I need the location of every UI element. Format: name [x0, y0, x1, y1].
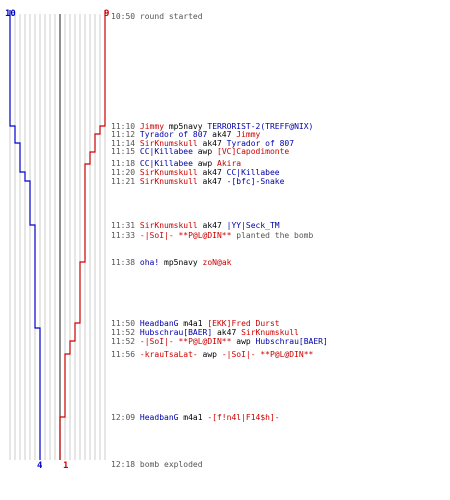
event-time: 11:31 — [111, 221, 136, 230]
event-text-segment: SirKnumskull — [139, 139, 198, 148]
event-time: 11:18 — [111, 159, 136, 168]
event-text-segment: oha! — [139, 258, 160, 267]
event-row: 12:09 HeadbanG m4a1 -[f!n4l|F14$h]- — [111, 413, 280, 422]
event-text-segment: -[f!n4l|F14$h]- — [207, 413, 280, 422]
event-time: 11:20 — [111, 168, 136, 177]
event-text-segment: awp — [197, 350, 222, 359]
event-text-segment: mp5navy — [164, 122, 208, 131]
blue-team-start-count: 10 — [5, 9, 16, 19]
event-text-segment: Akira — [217, 159, 242, 168]
event-text-segment: CC|Killabee — [226, 168, 280, 177]
event-text-segment: awp — [231, 337, 256, 346]
team-step-lines — [9, 10, 106, 460]
event-row: 11:12 Tyrador of 807 ak47 Jimmy — [111, 130, 260, 139]
blue-team-end-count: 4 — [37, 461, 43, 471]
event-text-segment: Tyrador of 807 — [226, 139, 295, 148]
event-text-segment: awp — [192, 159, 217, 168]
event-text-segment: Jimmy — [236, 130, 261, 139]
event-text-segment: zoN@ak — [202, 258, 232, 267]
event-text-segment: planted the bomb — [231, 231, 314, 240]
event-text-segment: ak47 — [197, 221, 227, 230]
event-text-segment: round started — [139, 12, 203, 21]
event-row: 11:52 -|SoI|- **P@L@DIN** awp Hubschrau[… — [111, 337, 328, 346]
event-row: 11:21 SirKnumskull ak47 -[bfc]-Snake — [111, 177, 284, 186]
event-row: 11:50 HeadbanG m4a1 [EKK]Fred Durst — [111, 319, 280, 328]
event-row: 11:33 -|SoI|- **P@L@DIN** planted the bo… — [111, 231, 313, 240]
event-time: 11:56 — [111, 350, 136, 359]
event-row: 11:15 CC|Killabee awp [VC]Capodimonte — [111, 147, 289, 156]
event-text-segment: HeadbanG — [139, 413, 179, 422]
event-row: 11:10 Jimmy mp5navy TERRORIST-2(TREFF@NI… — [111, 122, 313, 131]
red-team-line — [59, 10, 106, 460]
event-time: 11:33 — [111, 231, 136, 240]
event-time: 11:21 — [111, 177, 136, 186]
event-time: 11:12 — [111, 130, 136, 139]
red-team-start-count: 9 — [104, 9, 110, 19]
event-text-segment: ak47 — [197, 139, 227, 148]
event-text-segment: ak47 — [207, 130, 237, 139]
event-time: 10:50 — [111, 12, 136, 21]
event-text-segment: bomb exploded — [139, 460, 203, 469]
event-text-segment: -[bfc]-Snake — [226, 177, 285, 186]
event-text-segment: HeadbanG — [139, 319, 179, 328]
event-text-segment: [VC]Capodimonte — [217, 147, 290, 156]
event-text-segment: Jimmy — [139, 122, 165, 131]
event-text-segment: |YY|Seck_TM — [226, 221, 280, 230]
event-row: 11:52 Hubschrau[BAER] ak47 SirKnumskull — [111, 328, 299, 337]
event-row: 11:31 SirKnumskull ak47 |YY|Seck_TM — [111, 221, 280, 230]
event-text-segment: m4a1 — [178, 413, 208, 422]
event-text-segment: CC|Killabee — [139, 159, 193, 168]
event-time: 12:18 — [111, 460, 136, 469]
event-row: 11:14 SirKnumskull ak47 Tyrador of 807 — [111, 139, 294, 148]
event-text-segment: SirKnumskull — [139, 221, 198, 230]
event-row: 11:18 CC|Killabee awp Akira — [111, 159, 241, 168]
event-row: 10:50 round started — [111, 12, 203, 21]
event-time: 11:10 — [111, 122, 136, 131]
event-row: 11:38 oha! mp5navy zoN@ak — [111, 258, 231, 267]
event-time: 11:50 — [111, 319, 136, 328]
event-row: 11:56 -krauTsaLat- awp -|SoI|- **P@L@DIN… — [111, 350, 313, 359]
event-text-segment: -|SoI|- **P@L@DIN** — [221, 350, 314, 359]
event-text-segment: awp — [192, 147, 217, 156]
event-text-segment: m4a1 — [178, 319, 208, 328]
red-team-end-count: 1 — [63, 461, 69, 471]
event-text-segment: ak47 — [212, 328, 242, 337]
event-time: 11:52 — [111, 337, 136, 346]
event-text-segment: SirKnumskull — [139, 168, 198, 177]
event-time: 11:38 — [111, 258, 136, 267]
event-text-segment: -|SoI|- **P@L@DIN** — [139, 337, 232, 346]
blue-team-line — [9, 10, 41, 460]
event-row: 11:20 SirKnumskull ak47 CC|Killabee — [111, 168, 280, 177]
event-text-segment: -krauTsaLat- — [139, 350, 198, 359]
event-text-segment: ak47 — [197, 177, 227, 186]
event-text-segment: Hubschrau[BAER] — [255, 337, 328, 346]
event-time: 11:14 — [111, 139, 136, 148]
event-time: 11:52 — [111, 328, 136, 337]
event-text-segment: TERRORIST-2(TREFF@NIX) — [207, 122, 314, 131]
event-text-segment: Hubschrau[BAER] — [139, 328, 213, 337]
timeline-graph — [9, 10, 106, 460]
event-row: 12:18 bomb exploded — [111, 460, 203, 469]
event-time: 12:09 — [111, 413, 136, 422]
event-text-segment: mp5navy — [159, 258, 203, 267]
event-text-segment: CC|Killabee — [139, 147, 193, 156]
event-text-segment: SirKnumskull — [241, 328, 299, 337]
event-text-segment: Tyrador of 807 — [139, 130, 208, 139]
grid-lines — [9, 14, 106, 460]
event-text-segment: SirKnumskull — [139, 177, 198, 186]
event-text-segment: ak47 — [197, 168, 227, 177]
event-text-segment: -|SoI|- **P@L@DIN** — [139, 231, 232, 240]
event-text-segment: [EKK]Fred Durst — [207, 319, 280, 328]
event-time: 11:15 — [111, 147, 136, 156]
